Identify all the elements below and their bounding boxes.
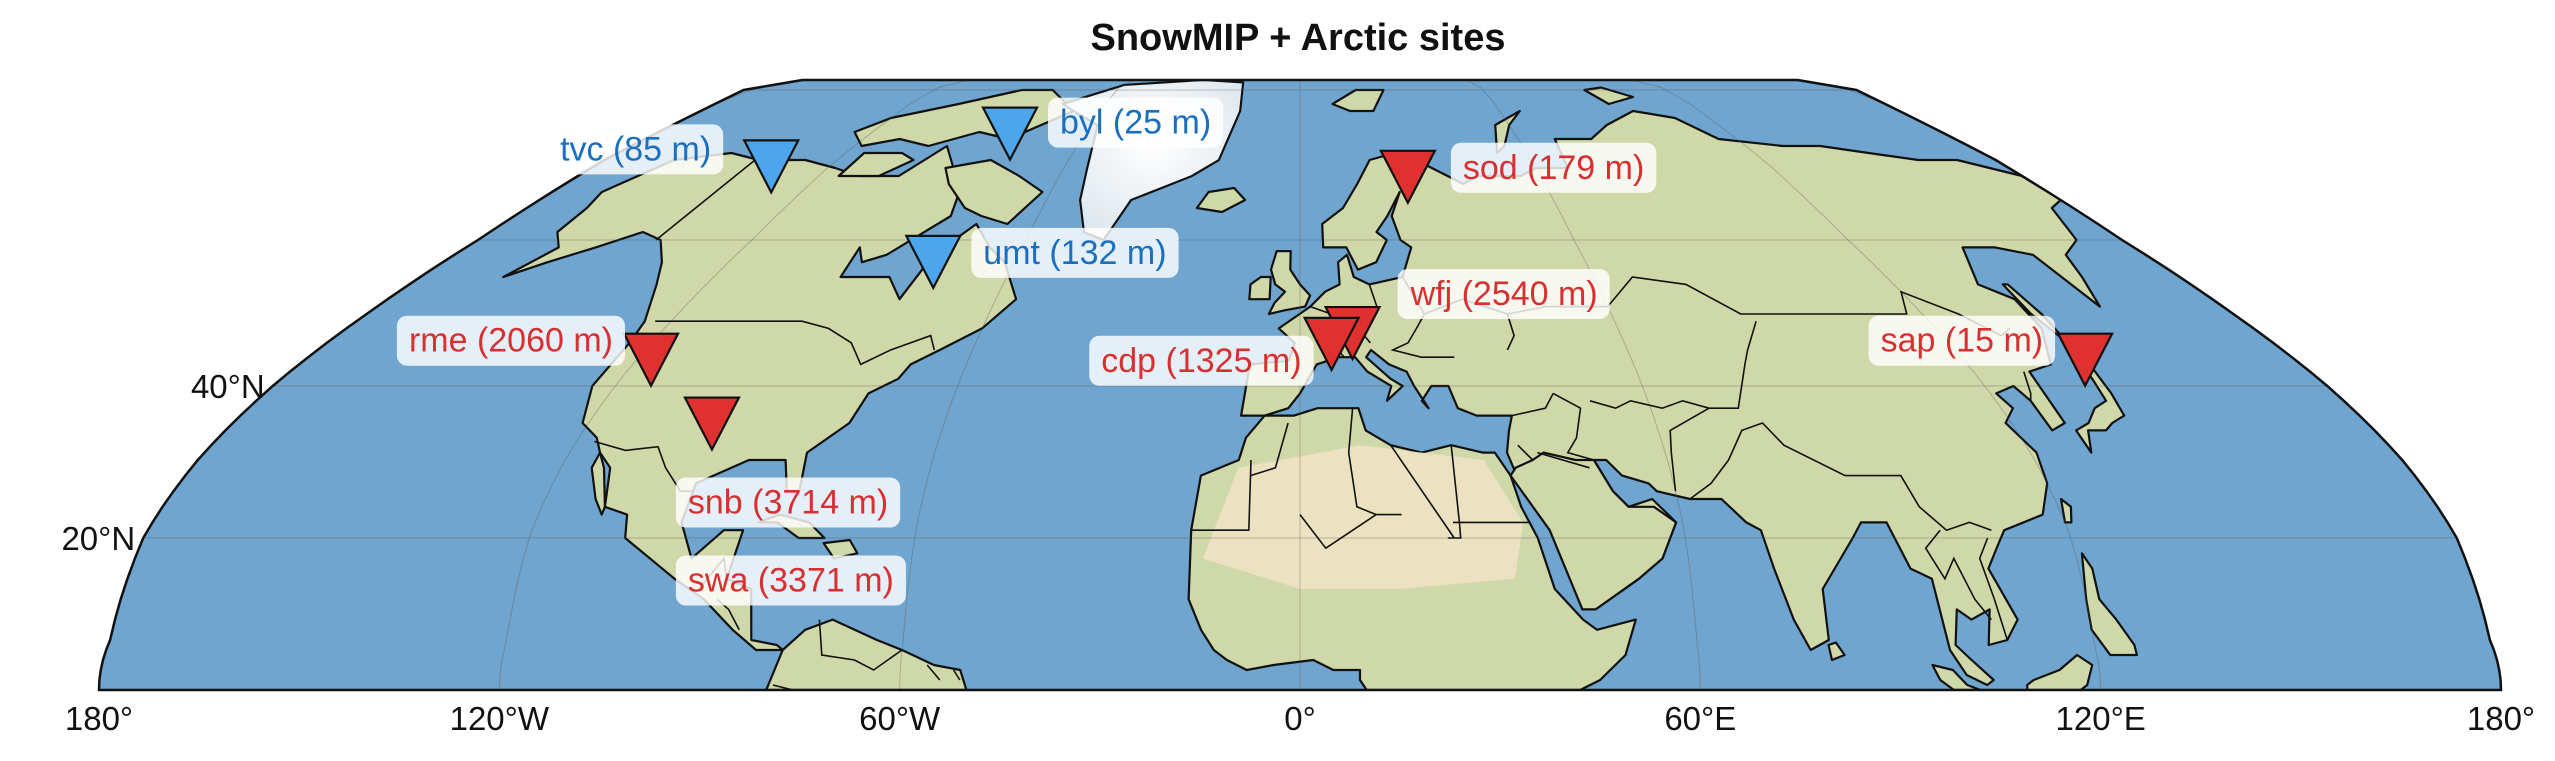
site-label-rme: rme (2060 m): [396, 315, 625, 366]
meridian-line: [1631, 80, 2102, 690]
land-polygon: [1583, 86, 1635, 106]
meridian-line: [899, 80, 1135, 690]
site-label-sod: sod (179 m): [1450, 142, 1657, 193]
site-label-text: umt (132 m): [983, 234, 1166, 272]
land-polygon: [944, 158, 1044, 226]
land-polygon: [765, 618, 968, 690]
map-boundary: [97, 78, 2503, 692]
land-polygon: [1931, 663, 1982, 690]
border-line: [1390, 444, 1455, 539]
land-polygon: [2059, 497, 2073, 524]
border-line: [952, 669, 961, 681]
site-marker-sod[interactable]: [1379, 149, 1437, 206]
border-line: [926, 664, 941, 681]
border-line: [1552, 392, 1595, 461]
border-line: [1689, 422, 1992, 532]
border-line: [1299, 513, 1402, 550]
border-line: [1517, 444, 1534, 461]
site-label-text: sod (179 m): [1463, 149, 1644, 187]
site-label-text: snb (3714 m): [688, 484, 888, 522]
lon-tick-label: 60°E: [1664, 700, 1736, 737]
lon-tick-label: 180°: [2467, 700, 2535, 737]
land-masses: [502, 80, 2138, 690]
site-marker-cdp[interactable]: [1302, 316, 1361, 373]
site-label-text: wfj (2540 m): [1410, 275, 1598, 313]
meridian-line: [498, 80, 969, 690]
border-line: [655, 159, 756, 241]
axis-ticks: 180° 120°W 60°W 0° 60°E 120°E 180° 40°N 20°N: [61, 368, 2535, 737]
land-polygon: [1240, 109, 2101, 687]
border-line: [655, 320, 936, 366]
site-label-byl: byl (25 m): [1048, 97, 1224, 148]
site-marker-sap[interactable]: [2056, 332, 2114, 389]
land-polygon: [2080, 552, 2138, 657]
land-polygon: [1248, 275, 1272, 301]
site-label-text: rme (2060 m): [409, 322, 613, 360]
border-line: [1924, 529, 1992, 621]
land-polygon: [837, 151, 915, 178]
site-label-text: swa (3371 m): [688, 562, 894, 600]
lat-tick-label: 20°N: [61, 520, 135, 557]
border-line: [1669, 407, 1710, 492]
lat-tick-label: 40°N: [191, 368, 265, 405]
site-marker-byl[interactable]: [981, 106, 1039, 162]
border-line: [818, 619, 903, 671]
land-polygon: [590, 451, 606, 516]
land-polygon: [1195, 186, 1247, 214]
site-label-text: sap (15 m): [1881, 322, 2044, 360]
lon-tick-label: 120°W: [450, 700, 550, 737]
site-label-umt: umt (132 m): [971, 227, 1179, 278]
site-label-cdp: cdp (1325 m): [1089, 335, 1314, 386]
site-marker-umt[interactable]: [904, 234, 963, 291]
map-title: SnowMIP + Arctic sites: [1091, 17, 1506, 59]
border-line: [1589, 320, 1757, 410]
land-polygon: [1331, 88, 1385, 113]
site-label-tvc: tvc (85 m): [548, 124, 724, 175]
land-polygon: [822, 538, 859, 560]
site-markers: tvc (85 m) byl (25 m) umt (132 m) sod (179 …: [396, 97, 2114, 606]
site-marker-tvc[interactable]: [742, 139, 801, 195]
lon-tick-label: 60°W: [859, 700, 941, 737]
border-line: [1978, 537, 2009, 641]
border-line: [1511, 393, 1554, 417]
site-label-sap: sap (15 m): [1868, 315, 2056, 366]
border-line: [1191, 459, 1252, 531]
border-line: [1250, 422, 1289, 477]
lon-tick-label: 180°: [65, 700, 133, 737]
border-line: [2023, 371, 2032, 401]
site-marker-rme[interactable]: [622, 332, 680, 389]
desert-shading: [1202, 445, 1524, 589]
land-polygon: [2026, 653, 2094, 690]
site-marker-snb[interactable]: [683, 396, 741, 452]
site-label-text: tvc (85 m): [560, 130, 711, 168]
site-label-text: byl (25 m): [1060, 104, 1211, 142]
lon-tick-label: 0°: [1284, 700, 1316, 737]
land-polygon: [1267, 250, 1312, 316]
site-label-wfj: wfj (2540 m): [1397, 269, 1610, 319]
border-line: [1347, 408, 1377, 516]
border-line: [1537, 451, 1590, 469]
border-line: [1447, 445, 1462, 539]
site-label-swa: swa (3371 m): [675, 555, 906, 606]
land-polygon: [1509, 451, 1678, 611]
lon-tick-label: 120°E: [2056, 700, 2146, 737]
site-label-snb: snb (3714 m): [675, 477, 901, 528]
site-label-text: cdp (1325 m): [1101, 342, 1301, 380]
land-polygon: [1827, 641, 1846, 662]
